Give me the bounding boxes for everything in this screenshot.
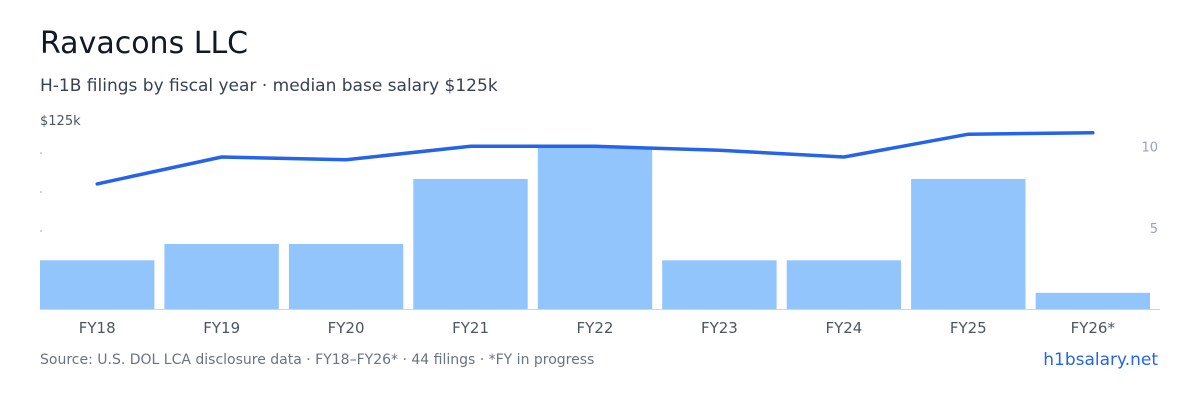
x-tick-label: FY26* — [1071, 319, 1116, 337]
left-axis-minor-tick — [40, 152, 42, 154]
site-link[interactable]: h1bsalary.net — [1043, 350, 1158, 370]
bar-fy18 — [40, 260, 155, 310]
left-axis-minor-tick — [40, 230, 42, 232]
left-axis-label: $125k — [40, 114, 81, 129]
bar-fy25 — [911, 179, 1026, 309]
bar-fy19 — [164, 244, 279, 309]
bar-fy24 — [786, 260, 902, 310]
salary-line — [95, 131, 1095, 186]
x-tick-label: FY20 — [328, 319, 365, 337]
x-tick-label: FY25 — [950, 319, 987, 337]
bar-fy21 — [413, 179, 528, 309]
x-tick-label: FY23 — [701, 319, 738, 337]
x-tick-label: FY24 — [825, 319, 862, 337]
source-note: Source: U.S. DOL LCA disclosure data · F… — [40, 352, 595, 368]
page-title: Ravacons LLC — [40, 26, 249, 61]
right-axis-tick-label: 10 — [1141, 141, 1158, 156]
x-tick-label: FY22 — [577, 319, 614, 337]
bar-fy22 — [537, 146, 653, 309]
x-tick-label: FY19 — [203, 319, 240, 337]
bar-fy20 — [288, 244, 404, 309]
x-tick-label: FY18 — [79, 319, 116, 337]
right-axis-tick-label: 5 — [1150, 222, 1158, 237]
left-axis-minor-tick — [40, 191, 42, 193]
bar-fy23 — [662, 260, 777, 310]
x-tick-label: FY21 — [452, 319, 489, 337]
bar-fy26 — [1035, 292, 1150, 310]
page-subtitle: H-1B filings by fiscal year · median bas… — [40, 76, 498, 96]
